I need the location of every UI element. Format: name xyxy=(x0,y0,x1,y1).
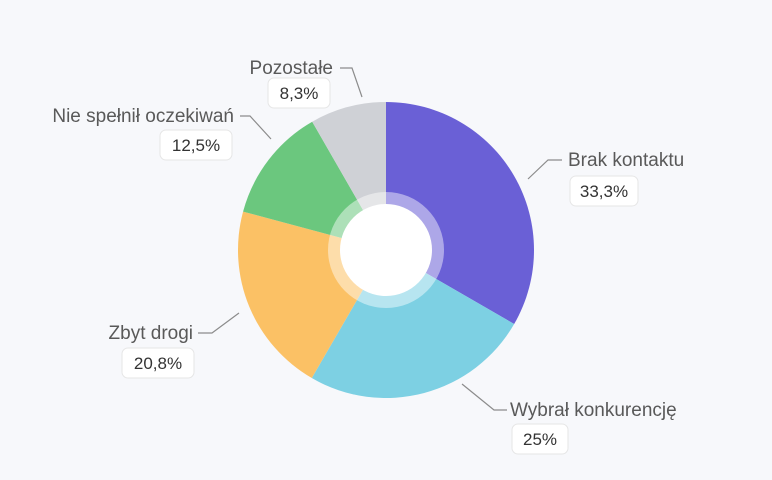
value-label-wybral-konkurencje: 25% xyxy=(523,430,557,449)
slice-label-nie-spelnil-oczekiwan: Nie spełnił oczekiwań xyxy=(52,106,234,127)
leader-line-nie-spelnil-oczekiwan xyxy=(240,115,272,140)
donut-hole xyxy=(340,204,432,296)
leader-line-brak-kontaktu xyxy=(527,159,562,180)
slice-label-brak-kontaktu: Brak kontaktu xyxy=(568,150,684,171)
value-label-pozostale: 8,3% xyxy=(280,84,319,103)
value-label-zbyt-drogi: 20,8% xyxy=(134,354,182,373)
slice-nie-spelnil-oczekiwan[interactable] xyxy=(243,121,386,251)
value-label-nie-spelnil-oczekiwan: 12,5% xyxy=(172,136,220,155)
value-label-brak-kontaktu: 33,3% xyxy=(580,182,628,201)
slice-label-zbyt-drogi: Zbyt drogi xyxy=(109,323,193,344)
leader-line-zbyt-drogi xyxy=(198,312,240,334)
value-badge-wybral-konkurencje xyxy=(511,423,569,455)
slice-label-pozostale: Pozostałe xyxy=(250,58,333,79)
labels-group: Brak kontaktu 33,3% Wybrał konkurencję 25% Z… xyxy=(52,58,684,455)
value-badge-nie-spelnil-oczekiwan xyxy=(159,129,233,161)
slice-label-wybral-konkurencje: Wybrał konkurencję xyxy=(510,400,677,421)
slice-wybral-konkurencje[interactable] xyxy=(311,250,515,399)
value-badge-pozostale xyxy=(267,77,331,109)
value-badge-zbyt-drogi xyxy=(121,347,195,379)
leader-line-pozostale xyxy=(340,67,363,98)
value-badge-brak-kontaktu xyxy=(569,175,639,207)
leader-line-wybral-konkurencje xyxy=(461,383,507,411)
